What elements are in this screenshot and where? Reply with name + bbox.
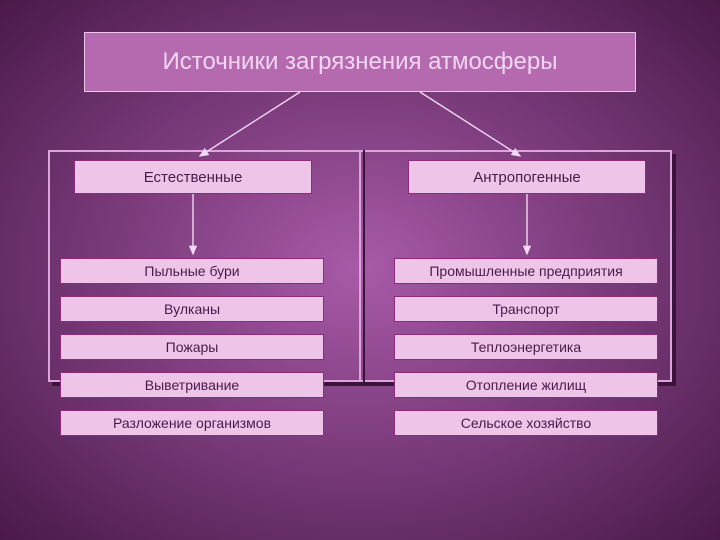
- item-right-4: Сельское хозяйство: [394, 410, 658, 436]
- item-right-3: Отопление жилищ: [394, 372, 658, 398]
- item-left-3: Выветривание: [60, 372, 324, 398]
- arrow-title-0: [200, 92, 300, 156]
- diagram-stage: Источники загрязнения атмосферы Естествен…: [0, 0, 720, 540]
- item-left-4: Разложение организмов: [60, 410, 324, 436]
- item-right-2: Теплоэнергетика: [394, 334, 658, 360]
- item-right-1: Транспорт: [394, 296, 658, 322]
- arrow-title-1: [420, 92, 520, 156]
- item-right-0: Промышленные предприятия: [394, 258, 658, 284]
- item-left-1: Вулканы: [60, 296, 324, 322]
- frame-divider: [359, 150, 361, 382]
- item-left-2: Пожары: [60, 334, 324, 360]
- category-right: Антропогенные: [408, 160, 646, 194]
- category-left: Естественные: [74, 160, 312, 194]
- item-left-0: Пыльные бури: [60, 258, 324, 284]
- title-box: Источники загрязнения атмосферы: [84, 32, 636, 92]
